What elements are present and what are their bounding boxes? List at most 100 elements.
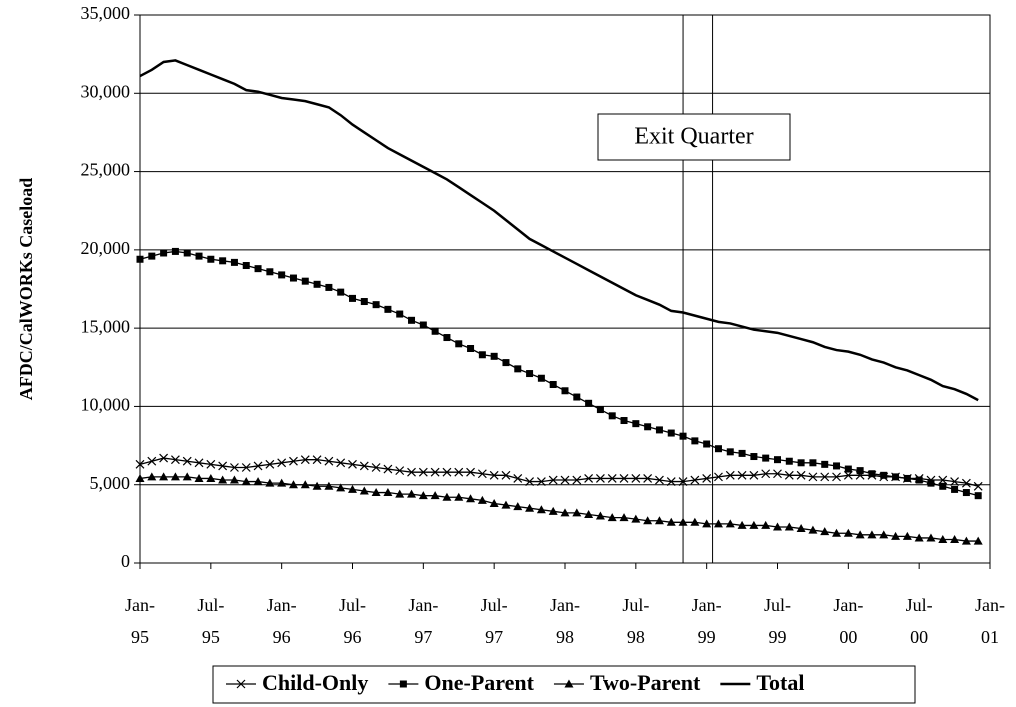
marker <box>135 473 145 482</box>
legend-label: One-Parent <box>424 670 534 695</box>
marker <box>619 474 629 483</box>
marker <box>443 334 451 342</box>
marker <box>914 533 924 542</box>
marker <box>915 476 923 484</box>
marker <box>926 533 936 542</box>
marker <box>489 470 499 480</box>
y-axis-title: AFDC/CalWORKs Caseload <box>16 178 36 401</box>
marker <box>525 477 535 487</box>
marker <box>785 457 793 465</box>
marker <box>702 519 712 528</box>
marker <box>148 252 156 260</box>
marker <box>183 249 191 257</box>
marker <box>395 466 405 476</box>
marker <box>230 258 238 266</box>
x-tick-label: Jul-99 <box>764 595 791 647</box>
marker <box>135 459 145 469</box>
marker <box>194 473 204 482</box>
marker <box>714 472 723 482</box>
marker <box>408 316 416 324</box>
marker <box>973 536 983 545</box>
marker <box>548 506 558 515</box>
marker <box>820 472 830 482</box>
marker <box>572 508 582 517</box>
marker <box>714 445 722 453</box>
marker <box>773 522 782 531</box>
marker <box>833 462 841 470</box>
marker <box>241 477 251 486</box>
marker <box>679 432 687 440</box>
marker <box>725 519 735 528</box>
marker <box>843 528 853 537</box>
marker <box>396 310 404 318</box>
marker <box>348 459 357 469</box>
marker <box>489 499 499 508</box>
marker <box>856 467 864 475</box>
x-tick-label: Jul-97 <box>481 595 508 647</box>
marker <box>773 469 782 479</box>
marker <box>880 471 888 479</box>
marker <box>218 475 228 484</box>
marker <box>419 321 427 329</box>
marker <box>927 479 935 487</box>
x-tick-label: Jan-99 <box>692 595 722 647</box>
marker <box>784 470 794 480</box>
legend-label: Two-Parent <box>590 670 701 695</box>
marker <box>619 513 629 522</box>
marker <box>359 461 369 471</box>
marker <box>289 274 297 282</box>
marker <box>654 516 664 525</box>
marker <box>324 456 334 466</box>
marker <box>596 406 604 414</box>
marker <box>230 463 239 472</box>
marker <box>206 459 216 469</box>
marker <box>867 530 877 539</box>
marker <box>608 412 616 420</box>
marker <box>301 277 309 285</box>
marker <box>678 517 688 526</box>
marker <box>939 482 947 490</box>
marker <box>691 437 699 445</box>
marker <box>750 453 758 461</box>
series-line <box>139 59 979 402</box>
marker <box>336 483 346 492</box>
marker <box>502 359 510 367</box>
marker <box>466 467 475 477</box>
marker <box>584 509 594 518</box>
marker <box>241 463 251 472</box>
marker <box>726 448 734 456</box>
marker <box>430 467 440 477</box>
marker <box>383 488 393 497</box>
marker <box>703 440 711 448</box>
marker <box>337 288 345 296</box>
marker <box>325 283 333 291</box>
marker <box>171 247 179 255</box>
legend-marker <box>564 679 574 688</box>
marker <box>690 475 700 485</box>
marker <box>808 525 818 534</box>
marker <box>218 461 228 471</box>
marker <box>643 474 653 483</box>
marker <box>537 374 545 382</box>
marker <box>938 535 948 544</box>
marker <box>372 301 380 309</box>
marker <box>951 485 959 493</box>
marker <box>832 528 842 537</box>
x-tick-label: Jan-00 <box>833 595 863 647</box>
marker <box>490 352 498 360</box>
marker <box>289 456 298 466</box>
marker <box>170 472 180 481</box>
marker <box>572 475 582 485</box>
marker <box>761 520 771 529</box>
marker <box>371 488 381 497</box>
marker <box>313 280 321 288</box>
marker <box>821 460 829 468</box>
marker <box>384 305 392 313</box>
legend: Child-Only One-Parent Two-Parent Total <box>212 665 916 704</box>
series-line <box>139 250 979 497</box>
marker <box>147 456 157 466</box>
marker <box>182 472 192 481</box>
marker <box>809 459 817 467</box>
marker <box>561 387 569 395</box>
marker <box>667 429 675 437</box>
